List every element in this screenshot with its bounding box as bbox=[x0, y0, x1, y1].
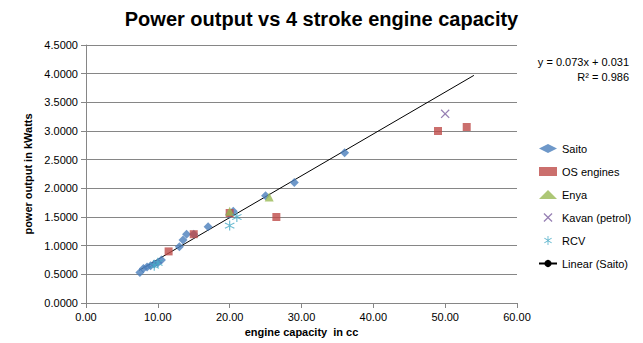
svg-text:3.5000: 3.5000 bbox=[44, 96, 78, 108]
svg-text:Saito: Saito bbox=[562, 143, 587, 155]
svg-text:OS engines: OS engines bbox=[562, 166, 620, 178]
svg-text:Linear (Saito): Linear (Saito) bbox=[562, 258, 628, 270]
svg-text:0.00: 0.00 bbox=[75, 311, 96, 323]
svg-text:60.00: 60.00 bbox=[503, 311, 531, 323]
svg-text:10.00: 10.00 bbox=[144, 311, 172, 323]
svg-text:4.5000: 4.5000 bbox=[44, 39, 78, 51]
svg-text:RCV: RCV bbox=[562, 235, 586, 247]
svg-text:Power output vs 4 stroke engin: Power output vs 4 stroke engine capacity bbox=[125, 8, 519, 30]
svg-text:engine capacity in cc: engine capacity in cc bbox=[245, 326, 359, 338]
svg-text:30.00: 30.00 bbox=[288, 311, 316, 323]
svg-text:y = 0.073x + 0.031: y = 0.073x + 0.031 bbox=[538, 56, 629, 68]
svg-text:40.00: 40.00 bbox=[360, 311, 388, 323]
svg-text:0.0000: 0.0000 bbox=[44, 297, 78, 309]
svg-text:Enya: Enya bbox=[562, 189, 588, 201]
svg-text:50.00: 50.00 bbox=[431, 311, 459, 323]
svg-text:R² = 0.986: R² = 0.986 bbox=[577, 71, 629, 83]
svg-text:4.0000: 4.0000 bbox=[44, 68, 78, 80]
svg-text:2.0000: 2.0000 bbox=[44, 182, 78, 194]
svg-text:2.5000: 2.5000 bbox=[44, 154, 78, 166]
svg-text:Kavan (petrol): Kavan (petrol) bbox=[562, 212, 631, 224]
svg-text:1.5000: 1.5000 bbox=[44, 211, 78, 223]
svg-text:1.0000: 1.0000 bbox=[44, 240, 78, 252]
svg-text:0.5000: 0.5000 bbox=[44, 268, 78, 280]
svg-text:3.0000: 3.0000 bbox=[44, 125, 78, 137]
svg-text:power output in kWatts: power output in kWatts bbox=[22, 113, 34, 234]
svg-text:20.00: 20.00 bbox=[216, 311, 244, 323]
